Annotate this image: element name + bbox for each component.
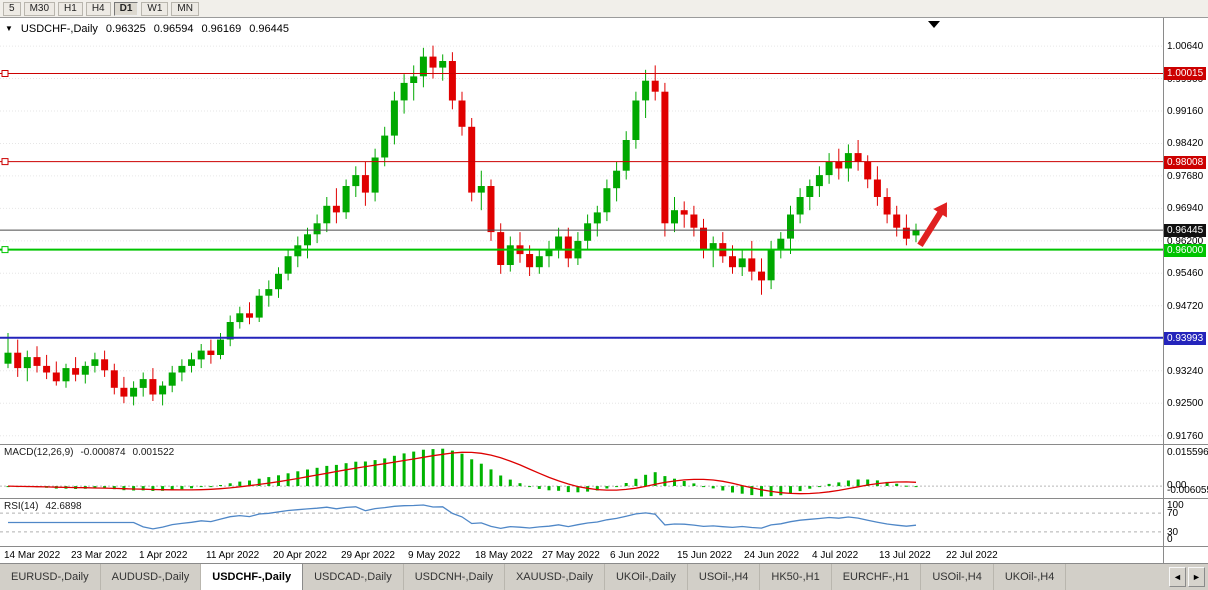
- trend-arrow-annotation[interactable]: [917, 202, 947, 247]
- date-axis-label: 15 Jun 2022: [677, 550, 733, 561]
- macd-scale-max: 0.015596: [1167, 447, 1208, 458]
- price-line-label: 0.93993: [1164, 332, 1206, 345]
- chart-tab-usdcad-daily[interactable]: USDCAD-,Daily: [303, 564, 404, 590]
- macd-main-value: -0.000874: [80, 447, 126, 458]
- date-axis-label: 23 Mar 2022: [71, 550, 128, 561]
- price-plot[interactable]: ▼ USDCHF-,Daily 0.96325 0.96594 0.96169 …: [0, 18, 1163, 444]
- chart-tab-bar: EURUSD-,Daily AUDUSD-,Daily USDCHF-,Daily U…: [0, 563, 1208, 590]
- price-tick: 0.94720: [1167, 301, 1204, 312]
- date-axis-label: 18 May 2022: [475, 550, 533, 561]
- ohlc-high: 0.96594: [153, 23, 194, 35]
- price-tick: 0.96940: [1167, 203, 1204, 214]
- price-line-label: 0.96000: [1164, 244, 1206, 257]
- date-axis-label: 6 Jun 2022: [610, 550, 660, 561]
- tab-scroll-right-icon[interactable]: ►: [1188, 567, 1205, 587]
- macd-signal-value: 0.001522: [132, 447, 175, 458]
- macd-scale[interactable]: 0.015596 0.00 -0.006055: [1163, 445, 1208, 498]
- symbol-period-label: USDCHF-,Daily: [20, 23, 98, 35]
- rsi-scale-70: 70: [1167, 508, 1179, 519]
- timeframe-button-m30[interactable]: M30: [23, 1, 56, 16]
- macd-panel: MACD(12,26,9) -0.000874 0.001522 0.01559…: [0, 444, 1208, 498]
- ohlc-close: 0.96445: [249, 23, 289, 35]
- macd-scale-zero: 0.00: [1167, 480, 1187, 491]
- price-scale[interactable]: 1.006400.999000.991600.984200.976800.969…: [1163, 18, 1208, 444]
- rsi-scale[interactable]: 100 70 30 0: [1163, 499, 1208, 546]
- price-tick: 0.98420: [1167, 138, 1204, 149]
- axis-corner: [1163, 547, 1208, 563]
- rsi-plot[interactable]: RSI(14) 42.6898: [0, 499, 1163, 546]
- price-line-label: 0.96445: [1164, 224, 1206, 237]
- chart-tab-usoil-h4[interactable]: USOil-,H4: [921, 564, 994, 590]
- price-tick: 0.93240: [1167, 366, 1204, 377]
- macd-scale-min: -0.006055: [1167, 485, 1208, 496]
- ohlc-low: 0.96169: [201, 23, 242, 35]
- timeframe-button-h1[interactable]: H1: [58, 1, 83, 16]
- price-tick: 0.92500: [1167, 398, 1204, 409]
- macd-label-row: MACD(12,26,9) -0.000874 0.001522: [4, 447, 174, 458]
- macd-name: MACD(12,26,9): [4, 447, 74, 458]
- rsi-name: RSI(14): [4, 501, 39, 512]
- chart-tab-ukoil-daily[interactable]: UKOil-,Daily: [605, 564, 688, 590]
- price-chart-panel: ▼ USDCHF-,Daily 0.96325 0.96594 0.96169 …: [0, 18, 1208, 444]
- date-axis-label: 20 Apr 2022: [273, 550, 327, 561]
- chart-menu-icon[interactable]: ▼: [5, 24, 13, 33]
- chart-tab-xauusd-daily[interactable]: XAUUSD-,Daily: [505, 564, 605, 590]
- chart-tabs: EURUSD-,Daily AUDUSD-,Daily USDCHF-,Daily U…: [0, 564, 1067, 590]
- tab-scroll-left-icon[interactable]: ◄: [1169, 567, 1186, 587]
- timeframe-button-5[interactable]: 5: [3, 1, 21, 16]
- date-axis-label: 24 Jun 2022: [744, 550, 800, 561]
- date-axis-label: 11 Apr 2022: [206, 550, 260, 561]
- chart-tab-usdcnh-daily[interactable]: USDCNH-,Daily: [404, 564, 505, 590]
- tab-scroll-arrows: ◄ ►: [1169, 564, 1208, 590]
- price-tick: 0.96200: [1167, 236, 1204, 247]
- chart-tab-eurusd-daily[interactable]: EURUSD-,Daily: [0, 564, 101, 590]
- rsi-value: 42.6898: [45, 501, 82, 512]
- date-axis-label: 4 Jul 2022: [812, 550, 859, 561]
- rsi-panel: RSI(14) 42.6898 100 70 30 0: [0, 498, 1208, 546]
- timeframe-button-h4[interactable]: H4: [85, 1, 111, 16]
- rsi-label-row: RSI(14) 42.6898: [4, 501, 82, 512]
- rsi-scale-0: 0: [1167, 534, 1173, 545]
- rsi-scale-30: 30: [1167, 527, 1179, 538]
- macd-plot[interactable]: MACD(12,26,9) -0.000874 0.001522: [0, 445, 1163, 498]
- chart-tab-hk50-h1[interactable]: HK50-,H1: [760, 564, 832, 590]
- rsi-scale-100: 100: [1167, 500, 1184, 511]
- date-axis: 14 Mar 2022 23 Mar 2022 1 Apr 2022 11 Apr 2…: [0, 546, 1208, 563]
- date-axis-label: 1 Apr 2022: [139, 550, 188, 561]
- price-line-label: 0.98008: [1164, 156, 1206, 169]
- date-axis-label: 13 Jul 2022: [879, 550, 931, 561]
- chart-tab-usdchf-daily[interactable]: USDCHF-,Daily: [201, 564, 304, 590]
- date-axis-label: 14 Mar 2022: [4, 550, 61, 561]
- chart-tab-eurchf-h1[interactable]: EURCHF-,H1: [832, 564, 922, 590]
- date-axis-label: 22 Jul 2022: [946, 550, 998, 561]
- timeframe-toolbar: 5 M30 H1 H4 D1 W1 MN: [0, 0, 1208, 18]
- price-tick: 1.00640: [1167, 41, 1204, 52]
- price-line-label: 1.00015: [1164, 67, 1206, 80]
- price-tick: 0.95460: [1167, 268, 1204, 279]
- price-tick: 0.91760: [1167, 431, 1204, 442]
- price-tick: 0.97680: [1167, 171, 1204, 182]
- date-axis-label: 9 May 2022: [408, 550, 461, 561]
- chart-title: ▼ USDCHF-,Daily 0.96325 0.96594 0.96169 …: [5, 23, 289, 35]
- price-tick: 0.99160: [1167, 106, 1204, 117]
- date-labels[interactable]: 14 Mar 2022 23 Mar 2022 1 Apr 2022 11 Apr 2…: [0, 547, 1163, 563]
- date-axis-label: 29 Apr 2022: [341, 550, 395, 561]
- rsi-chart: [0, 504, 1163, 533]
- ohlc-open: 0.96325: [105, 23, 146, 35]
- timeframe-button-w1[interactable]: W1: [141, 1, 169, 16]
- timeframe-button-mn[interactable]: MN: [171, 1, 199, 16]
- candlestick-chart: [0, 21, 1163, 437]
- macd-chart: [0, 448, 1163, 497]
- chart-tab-usoil-h4[interactable]: USOil-,H4: [688, 564, 761, 590]
- timeframe-button-d1[interactable]: D1: [113, 1, 139, 16]
- date-axis-label: 27 May 2022: [542, 550, 600, 561]
- chart-tab-ukoil-h4[interactable]: UKOil-,H4: [994, 564, 1067, 590]
- chart-tab-audusd-daily[interactable]: AUDUSD-,Daily: [101, 564, 202, 590]
